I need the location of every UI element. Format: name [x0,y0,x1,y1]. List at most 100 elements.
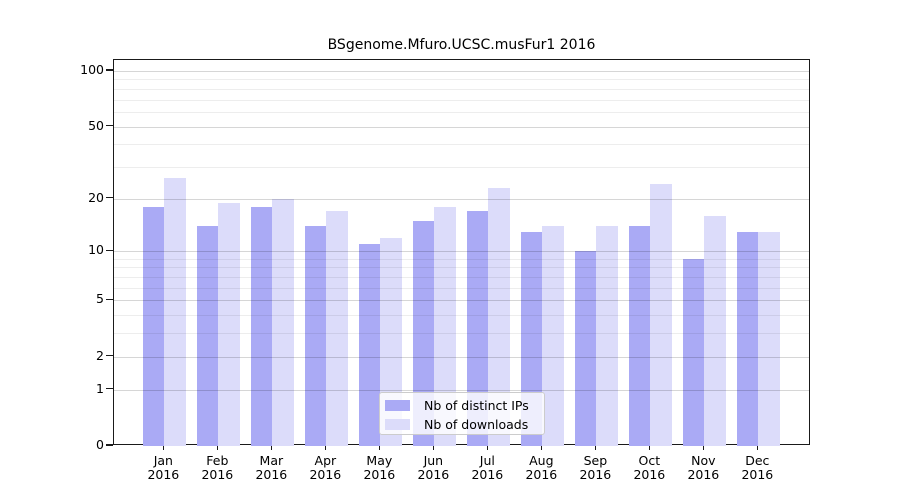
bar-distinct-ips-oct [628,225,651,446]
bar-downloads-jan [164,178,187,446]
plot-area [113,59,810,446]
x-tick-label: Jan 2016 [133,454,193,481]
x-tick-year: 2016 [147,466,180,482]
bar-downloads-oct [650,184,673,446]
y-tick-mark [106,298,113,300]
bar-downloads-feb [218,202,241,446]
x-tick-mark [702,445,704,450]
gridline-major [114,198,809,200]
y-tick-label: 20 [88,189,104,205]
gridline-minor [114,258,809,260]
y-tick-mark [106,444,113,446]
y-tick-mark [106,69,113,71]
y-tick-mark [106,388,113,390]
x-tick-label: Feb 2016 [187,454,247,481]
x-tick-label: Jul 2016 [457,454,517,481]
x-tick-mark [378,445,380,450]
x-tick-month: Dec [745,453,770,468]
gridline-major [114,71,809,72]
x-tick-month: Oct [638,453,661,468]
gridline-major [114,389,809,391]
x-tick-mark [270,445,272,450]
gridline-minor [114,315,809,317]
legend-swatch-downloads [385,419,410,430]
y-tick-label: 2 [96,347,104,363]
gridline-minor [114,333,809,335]
legend-label-distinct-ips: Nb of distinct IPs [424,398,529,413]
x-tick-mark [324,445,326,450]
bar-downloads-nov [704,215,727,446]
gridline-minor [114,287,809,289]
x-tick-month: Aug [529,453,554,468]
y-tick-label: 1 [96,380,104,396]
x-tick-mark [540,445,542,450]
x-tick-year: 2016 [525,466,558,482]
bar-downloads-sep [596,225,619,446]
bar-downloads-dec [758,231,781,446]
x-tick-year: 2016 [687,466,720,482]
gridline-major [114,356,809,358]
bar-distinct-ips-sep [574,251,597,446]
x-tick-label: Nov 2016 [673,454,733,481]
bar-downloads-aug [542,225,565,446]
bars-layer [114,60,809,446]
x-tick-year: 2016 [363,466,396,482]
x-tick-mark [216,445,218,450]
gridline-major [114,251,809,253]
bar-distinct-ips-may [358,244,381,446]
legend-swatch-distinct-ips [385,400,410,411]
legend-entry-downloads: Nb of downloads [385,415,536,434]
x-tick-mark [594,445,596,450]
x-tick-mark [756,445,758,450]
y-tick-label: 0 [96,437,104,452]
gridline-minor [114,277,809,279]
x-tick-label: Apr 2016 [295,454,355,481]
bar-downloads-mar [272,198,295,446]
gridline-major [114,126,809,128]
x-tick-year: 2016 [579,466,612,482]
gridline-minor [114,166,809,168]
gridline-minor [114,79,809,81]
x-tick-month: Jun [423,453,444,468]
gridline-minor [114,111,809,113]
legend-entry-distinct-ips: Nb of distinct IPs [385,396,536,415]
x-tick-mark [432,445,434,450]
bar-distinct-ips-jul [466,211,489,446]
gridline-minor [114,88,809,90]
bar-distinct-ips-jun [412,220,435,446]
bar-distinct-ips-dec [736,231,759,446]
x-tick-label: Jun 2016 [403,454,463,481]
x-tick-month: Feb [206,453,229,468]
x-tick-label: Dec 2016 [727,454,787,481]
x-tick-label: Sep 2016 [565,454,625,481]
x-tick-year: 2016 [417,466,450,482]
chart-title: BSgenome.Mfuro.UCSC.musFur1 2016 [327,37,596,53]
bar-downloads-jul [488,187,511,446]
x-tick-label: May 2016 [349,454,409,481]
x-tick-mark [486,445,488,450]
x-tick-year: 2016 [633,466,666,482]
y-tick-mark [106,197,113,199]
x-tick-year: 2016 [741,466,774,482]
gridline-minor [114,144,809,146]
gridline-major [114,300,809,302]
x-tick-month: Mar [259,453,284,468]
x-tick-month: Apr [314,453,337,468]
x-tick-mark [162,445,164,450]
legend-label-downloads: Nb of downloads [424,417,529,432]
x-tick-year: 2016 [255,466,288,482]
bar-distinct-ips-jan [142,206,165,446]
y-tick-label: 10 [88,242,104,258]
x-tick-year: 2016 [201,466,234,482]
x-tick-month: Jul [479,453,495,468]
x-tick-month: Nov [691,453,716,468]
bar-distinct-ips-mar [250,206,273,446]
x-tick-month: May [366,453,393,468]
y-tick-mark [106,249,113,251]
bar-downloads-apr [326,211,349,446]
x-tick-month: Sep [583,453,608,468]
x-tick-mark [648,445,650,450]
y-tick-label: 100 [80,62,104,77]
y-tick-label: 5 [96,291,104,307]
